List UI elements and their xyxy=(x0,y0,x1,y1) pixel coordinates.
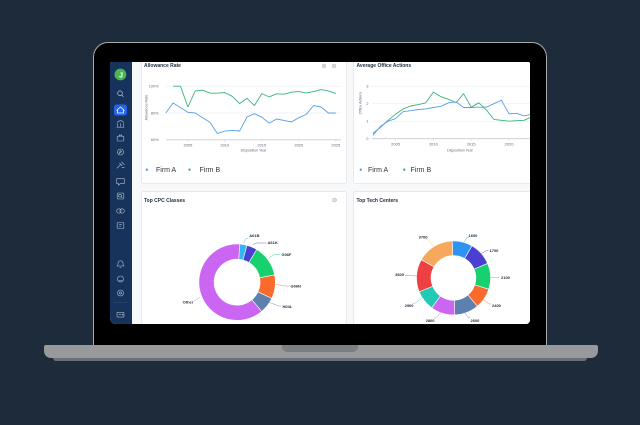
svg-text:Firm B: Firm B xyxy=(200,167,221,174)
svg-text:Average Office Actions: Average Office Actions xyxy=(357,63,412,69)
svg-text:J: J xyxy=(119,70,123,79)
svg-text:100%: 100% xyxy=(149,85,159,89)
svg-text:Top Tech Centers: Top Tech Centers xyxy=(357,198,399,204)
svg-text:Other: Other xyxy=(183,299,194,304)
svg-text:1700: 1700 xyxy=(490,248,500,253)
svg-text:2015: 2015 xyxy=(257,142,267,147)
svg-text:Disposition Year: Disposition Year xyxy=(241,149,268,153)
svg-text:2010: 2010 xyxy=(429,141,439,146)
svg-text:A61K: A61K xyxy=(268,240,278,245)
svg-text:A61B: A61B xyxy=(249,233,259,238)
svg-text:Disposition Year: Disposition Year xyxy=(447,148,474,152)
svg-text:Top CPC Classes: Top CPC Classes xyxy=(144,198,185,204)
svg-text:2800: 2800 xyxy=(426,318,436,323)
svg-text:2600: 2600 xyxy=(471,318,481,323)
svg-text:G06N: G06N xyxy=(291,283,302,288)
svg-text:1600: 1600 xyxy=(469,233,479,238)
svg-text:60%: 60% xyxy=(151,138,159,142)
svg-text:2: 2 xyxy=(366,101,369,106)
svg-text:H04L: H04L xyxy=(283,304,293,309)
svg-text:2100: 2100 xyxy=(501,275,511,280)
svg-text:Allowance Rate: Allowance Rate xyxy=(145,95,149,121)
svg-text:Allowance Rate: Allowance Rate xyxy=(144,63,181,69)
svg-text:2005: 2005 xyxy=(183,142,193,147)
svg-text:2015: 2015 xyxy=(467,141,477,146)
svg-text:2010: 2010 xyxy=(220,142,230,147)
svg-text:1: 1 xyxy=(366,119,369,124)
svg-text:3: 3 xyxy=(366,84,369,89)
svg-text:0: 0 xyxy=(366,136,369,141)
svg-text:G06F: G06F xyxy=(282,252,293,257)
svg-text:Firm A: Firm A xyxy=(368,167,389,174)
svg-text:Firm A: Firm A xyxy=(156,167,177,174)
svg-text:2005: 2005 xyxy=(391,141,401,146)
svg-text:2025: 2025 xyxy=(331,142,341,147)
svg-text:2020: 2020 xyxy=(505,141,515,146)
svg-text:80%: 80% xyxy=(151,111,159,115)
svg-text:Office Actions: Office Actions xyxy=(359,92,363,115)
svg-text:Firm B: Firm B xyxy=(411,167,432,174)
svg-text:2020: 2020 xyxy=(294,142,304,147)
svg-text:3700: 3700 xyxy=(419,234,429,239)
svg-text:3600: 3600 xyxy=(395,272,405,277)
svg-text:2900: 2900 xyxy=(405,303,415,308)
svg-text:2400: 2400 xyxy=(492,303,502,308)
